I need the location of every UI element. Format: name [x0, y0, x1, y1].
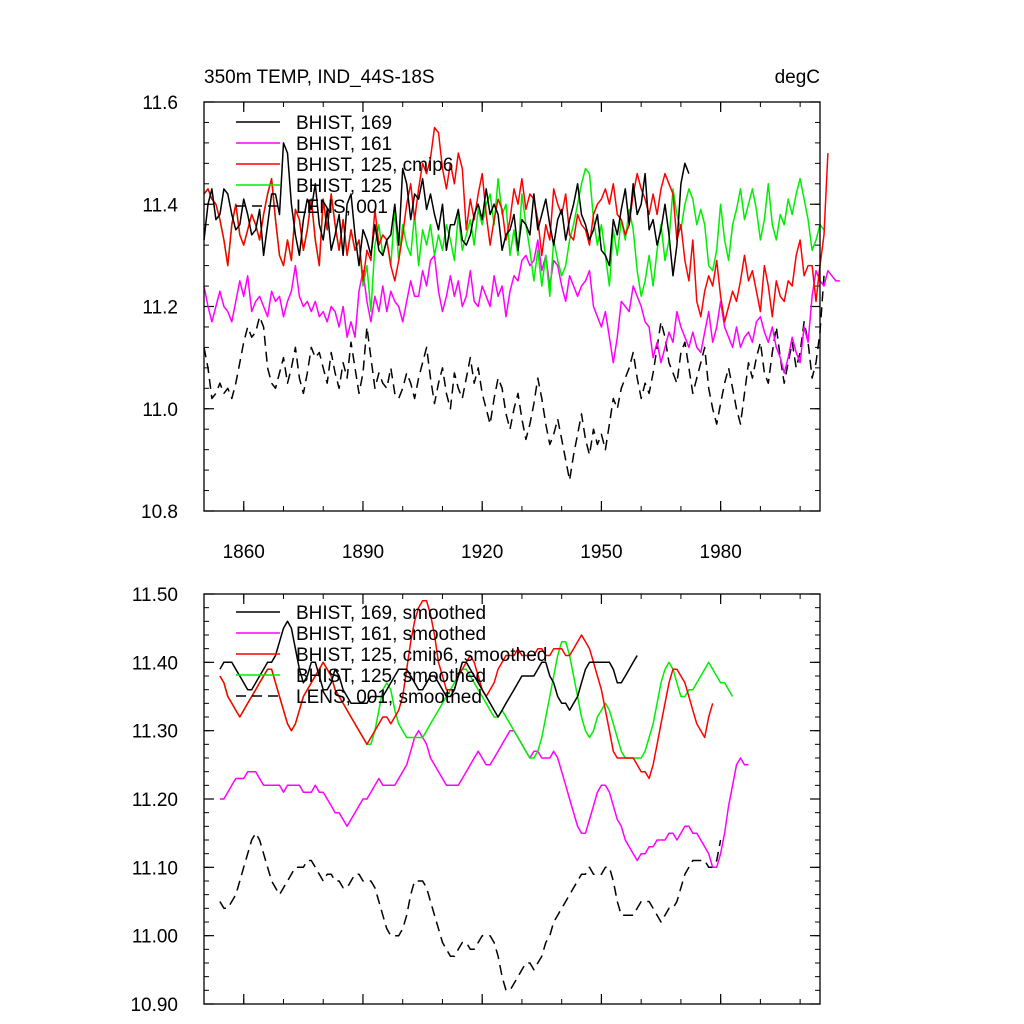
legend-label: BHIST, 169, smoothed	[296, 603, 486, 624]
y-tick-label: 11.40	[132, 653, 178, 674]
legend-label: BHIST, 169	[296, 113, 392, 134]
series-line	[203, 275, 825, 482]
y-tick-label: 11.50	[132, 585, 178, 606]
legend-label: BHIST, 125, cmip6, smoothed	[296, 645, 547, 666]
y-tick-label: 11.6	[142, 93, 178, 114]
series-line	[203, 126, 829, 323]
top-panel: 350m TEMP, IND_44S-18S degC 10.8 11.0 11.2…	[141, 67, 840, 563]
legend-label: LENS, 001, smoothed	[296, 687, 482, 708]
y-tick-label: 11.00	[132, 927, 178, 948]
legend-label: BHIST, 161	[296, 134, 392, 155]
series-line	[219, 729, 749, 869]
series-line	[219, 620, 638, 718]
units-label: degC	[775, 67, 820, 88]
series-line	[203, 239, 840, 374]
y-tick-label: 11.2	[142, 298, 178, 319]
y-tick-label: 11.20	[132, 790, 178, 811]
y-tick-label: 10.8	[141, 502, 178, 523]
x-tick-label: 1950	[580, 542, 622, 563]
legend-label: BHIST, 161, smoothed	[296, 624, 486, 645]
x-tick-label: 1860	[223, 542, 265, 563]
y-tick-label: 11.30	[132, 722, 178, 743]
legend-label: LENS, 001	[296, 197, 388, 218]
y-tick-label: 11.0	[142, 400, 178, 421]
chart-title: 350m TEMP, IND_44S-18S	[204, 67, 435, 88]
legend-label: BHIST, 125, smoothed	[296, 666, 486, 687]
bottom-panel: 10.90 11.00 11.10 11.20 11.30 11.40 11.50 BHIS…	[130, 585, 821, 1016]
y-tick-label: 10.90	[130, 995, 178, 1016]
plot-frame	[203, 101, 821, 512]
legend-label: BHIST, 125	[296, 176, 392, 197]
x-tick-label: 1920	[461, 542, 503, 563]
y-tick-label: 11.4	[142, 195, 178, 216]
y-tick-label: 11.10	[132, 858, 178, 879]
plot-frame	[203, 593, 821, 1005]
series-line	[203, 142, 690, 277]
legend-label: BHIST, 125, cmip6	[296, 155, 453, 176]
series-line	[219, 832, 722, 992]
x-tick-label: 1890	[342, 542, 384, 563]
x-tick-label: 1980	[700, 542, 742, 563]
